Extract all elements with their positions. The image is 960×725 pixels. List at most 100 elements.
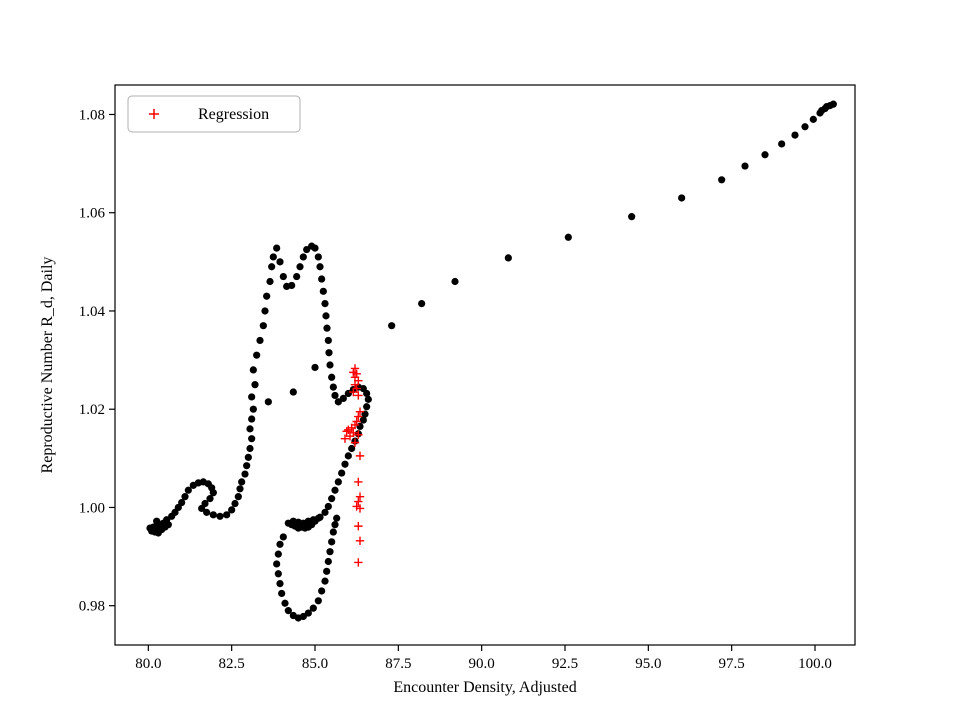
scatter-point (236, 485, 244, 493)
y-tick-label: 1.06 (79, 206, 106, 222)
regression-point (354, 430, 363, 439)
scatter-point (248, 435, 256, 443)
scatter-point (388, 322, 396, 330)
scatter-point (818, 106, 826, 115)
scatter-point (761, 151, 769, 159)
scatter-point (276, 258, 284, 266)
scatter-point (321, 577, 329, 585)
scatter-point (319, 287, 327, 295)
scatter-point (311, 244, 319, 252)
y-tick-label: 1.04 (79, 304, 106, 320)
regression-point (354, 391, 363, 400)
scatter-point (264, 398, 272, 406)
ticks-layer: 80.0 82.5 85.0 87.5 90.0 92.5 95.0 97.5 100.0 0.9… (79, 107, 832, 672)
scatter-point (248, 393, 256, 401)
y-axis-label: Reproductive Number R_d, Daily (39, 257, 56, 474)
scatter-point (321, 299, 329, 308)
regression-point (354, 497, 363, 506)
scatter-point (184, 486, 192, 494)
scatter-point (263, 292, 271, 300)
scatter-point (279, 533, 287, 541)
scatter-point (326, 361, 334, 369)
scatter-point (304, 609, 312, 617)
axes-frame (114, 84, 856, 646)
regression-point (354, 558, 363, 567)
x-tick-label: 82.5 (219, 656, 245, 672)
scatter-point (363, 403, 371, 411)
scatter-point (341, 460, 349, 468)
scatter-point (322, 312, 330, 320)
scatter-point (356, 422, 364, 431)
scatter-point (329, 528, 337, 536)
y-tick-label: 1.00 (79, 500, 105, 516)
scatter-point (274, 570, 282, 578)
scatter-point (276, 540, 284, 548)
scatter-point (284, 607, 292, 615)
scatter-point (281, 599, 289, 607)
regression-point (350, 438, 360, 447)
scatter-point (329, 383, 337, 391)
scatter-point (276, 579, 284, 588)
x-tick-label: 97.5 (719, 656, 745, 672)
x-tick-label: 90.0 (469, 656, 495, 672)
y-tick-label: 1.02 (79, 402, 105, 418)
scatter-point (504, 254, 512, 262)
legend-label: Regression (198, 106, 269, 123)
scatter-point (324, 502, 332, 511)
scatter-point (293, 272, 301, 281)
scatter-point (181, 493, 189, 501)
scatter-point (256, 336, 264, 345)
scatter-point (451, 277, 459, 286)
scatter-point (248, 415, 256, 423)
scatter-point (234, 493, 242, 501)
scatter-point (418, 299, 426, 308)
scatter-point (326, 548, 334, 556)
regression-point (355, 504, 365, 513)
scatter-point (228, 506, 236, 514)
scatter-point (261, 307, 269, 315)
legend-box (127, 95, 301, 133)
data-points-layer (146, 100, 837, 622)
scatter-point (333, 514, 341, 522)
scatter-point (309, 604, 317, 612)
scatter-point (203, 508, 211, 516)
scatter-point (273, 560, 281, 568)
scatter-point (718, 176, 726, 184)
scatter-point (149, 523, 157, 531)
scatter-point (363, 389, 371, 398)
scatter-point (564, 233, 572, 241)
scatter-point (318, 587, 326, 595)
x-tick-label: 95.0 (635, 656, 661, 672)
scatter-point (296, 263, 304, 271)
scatter-point (268, 263, 276, 271)
legend-plus-marker-icon (149, 109, 159, 119)
scatter-point (259, 322, 267, 330)
scatter-point (278, 589, 286, 598)
scatter-point (216, 512, 224, 520)
scatter-point (318, 275, 326, 283)
regression-point (345, 432, 355, 441)
scatter-point (328, 495, 336, 503)
regression-point (340, 434, 350, 443)
regression-point (354, 521, 363, 531)
scatter-point (243, 462, 251, 470)
regression-point (350, 380, 360, 389)
x-axis-label: Encounter Density, Adjusted (393, 679, 576, 696)
scatter-point (274, 550, 282, 558)
scatter-point (311, 363, 319, 372)
scatter-point (331, 391, 339, 400)
regression-point (342, 427, 351, 436)
scatter-point (279, 272, 287, 281)
regression-point (355, 492, 365, 501)
scatter-point (251, 381, 259, 389)
x-tick-label: 80.0 (135, 656, 161, 672)
regression-point (349, 387, 358, 397)
scatter-point (314, 514, 322, 522)
legend: Regression (127, 95, 301, 133)
scatter-point (209, 511, 217, 519)
scatter-point (339, 394, 347, 403)
scatter-point (321, 508, 329, 516)
scatter-point (246, 444, 254, 453)
scatter-point (325, 349, 333, 357)
